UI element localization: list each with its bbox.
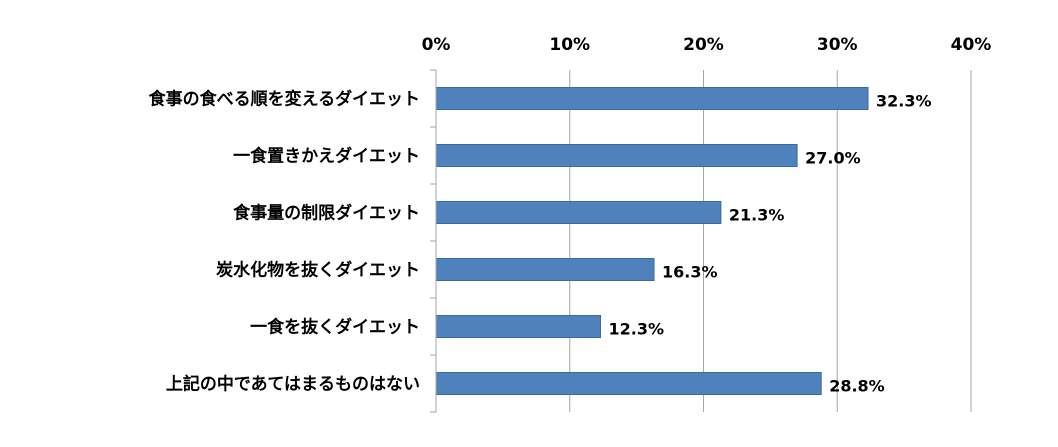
- category-label: 食事の食べる順を変えるダイエット: [149, 89, 420, 110]
- category-label: 一食置きかえダイエット: [233, 146, 420, 167]
- x-tick-label: 20%: [683, 35, 724, 55]
- data-label: 12.3%: [609, 320, 665, 339]
- gridlines: [569, 70, 972, 412]
- category-label: 炭水化物を抜くダイエット: [216, 260, 420, 281]
- data-label: 21.3%: [729, 206, 785, 225]
- category-label: 一食を抜くダイエット: [250, 317, 420, 338]
- data-labels: 32.3% 27.0% 21.3% 16.3% 12.3% 28.8%: [609, 92, 932, 396]
- data-label: 28.8%: [829, 377, 885, 396]
- bar: [435, 315, 602, 338]
- y-axis: [430, 69, 437, 413]
- data-label: 27.0%: [805, 149, 861, 168]
- bar: [435, 201, 722, 224]
- bar: [435, 258, 655, 281]
- bar: [435, 144, 798, 167]
- x-tick-label: 30%: [817, 35, 858, 55]
- bar: [435, 372, 822, 395]
- x-tick-labels: 0% 10% 20% 30% 40%: [422, 35, 992, 55]
- x-tick-label: 10%: [549, 35, 590, 55]
- bar: [435, 87, 869, 110]
- x-tick-label: 40%: [951, 35, 992, 55]
- x-tick-label: 0%: [422, 35, 451, 55]
- data-label: 16.3%: [662, 263, 718, 282]
- bars: [435, 87, 869, 395]
- category-label: 上記の中であてはまるものはない: [166, 374, 420, 395]
- category-label: 食事量の制限ダイエット: [233, 203, 420, 224]
- category-labels: 食事の食べる順を変えるダイエット一食置きかえダイエット食事量の制限ダイエット炭水…: [149, 89, 420, 395]
- data-label: 32.3%: [876, 92, 932, 111]
